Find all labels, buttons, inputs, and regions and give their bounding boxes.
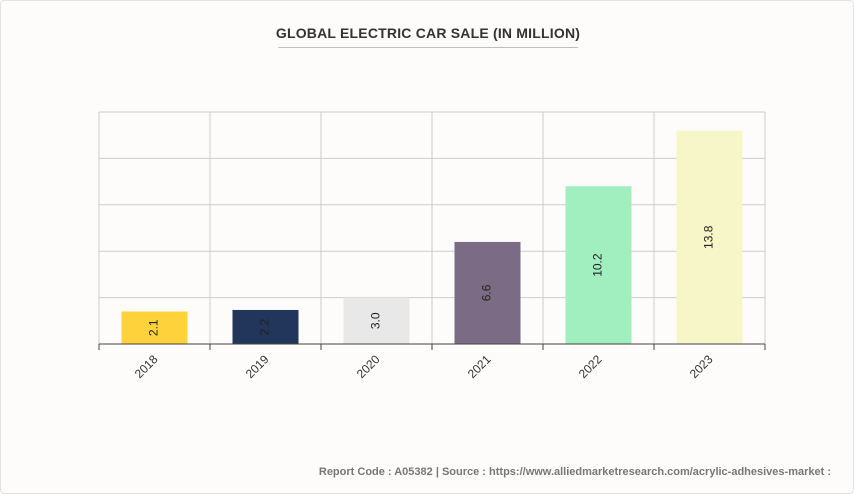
x-axis: 2018 2019 2020 2021 2022 2023 — [98, 343, 766, 381]
grid-lines — [98, 111, 766, 345]
x-tick-label-2021: 2021 — [465, 352, 494, 381]
data-label-2022: 10.2 — [591, 253, 605, 277]
data-label-2018: 2.1 — [147, 319, 161, 336]
x-tick-label-2019: 2019 — [243, 352, 272, 381]
source-footer: Report Code : A05382 | Source : https://… — [318, 466, 831, 478]
x-tick-label-2018: 2018 — [132, 352, 161, 381]
bar-2019[interactable] — [232, 309, 299, 344]
data-label-2023: 13.8 — [702, 225, 716, 249]
data-label-2019: 2.2 — [258, 318, 272, 335]
bar-2020[interactable] — [343, 297, 410, 344]
bars-group: 2.1 2.2 3.0 6.6 10.2 13.8 — [121, 130, 743, 344]
title-underline — [278, 47, 578, 48]
data-label-2021: 6.6 — [480, 284, 494, 301]
chart-title: GLOBAL ELECTRIC CAR SALE (IN MILLION) — [275, 25, 581, 41]
x-tick-label-2022: 2022 — [576, 352, 605, 381]
data-label-2020: 3.0 — [369, 312, 383, 329]
x-tick-label-2023: 2023 — [687, 352, 716, 381]
x-tick-label-2020: 2020 — [354, 352, 383, 381]
bar-2018[interactable] — [121, 311, 188, 344]
bar-2021[interactable] — [454, 241, 521, 344]
bar-2023[interactable] — [676, 130, 743, 344]
bar-2022[interactable] — [565, 186, 632, 344]
